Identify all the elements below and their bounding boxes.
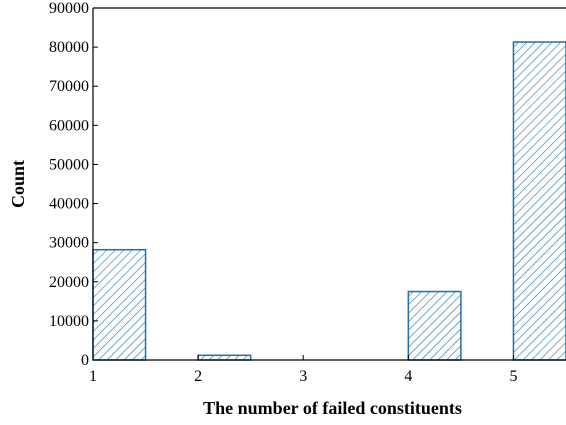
axes-group bbox=[92, 7, 566, 361]
x-tick-label: 5 bbox=[509, 368, 517, 385]
y-tick-label: 0 bbox=[81, 352, 89, 369]
ticks-group: 0 10000 20000 30000 40000 50000 60000 70000 8000… bbox=[49, 0, 517, 385]
y-tick-label: 30000 bbox=[49, 235, 89, 252]
y-tick-label: 20000 bbox=[49, 274, 89, 291]
bars-group bbox=[92, 41, 566, 361]
x-axis-label: The number of failed constituents bbox=[203, 398, 462, 418]
y-tick-label: 90000 bbox=[49, 0, 89, 17]
y-tick-label: 40000 bbox=[49, 196, 89, 213]
y-tick-label: 70000 bbox=[49, 78, 89, 95]
x-tick-label: 2 bbox=[194, 368, 202, 385]
bar-x-2 bbox=[197, 354, 252, 361]
bar-x-1 bbox=[92, 248, 147, 361]
bar-x-4 bbox=[407, 290, 462, 361]
y-tick-label: 50000 bbox=[49, 156, 89, 173]
x-tick-label: 1 bbox=[89, 368, 97, 385]
y-tick-label: 10000 bbox=[49, 313, 89, 330]
y-tick-label: 80000 bbox=[49, 39, 89, 56]
x-tick-label: 3 bbox=[299, 368, 307, 385]
x-tick-label: 4 bbox=[404, 368, 412, 385]
y-tick-label: 60000 bbox=[49, 117, 89, 134]
y-axis-label: Count bbox=[8, 160, 28, 208]
bar-x-5 bbox=[512, 41, 566, 361]
